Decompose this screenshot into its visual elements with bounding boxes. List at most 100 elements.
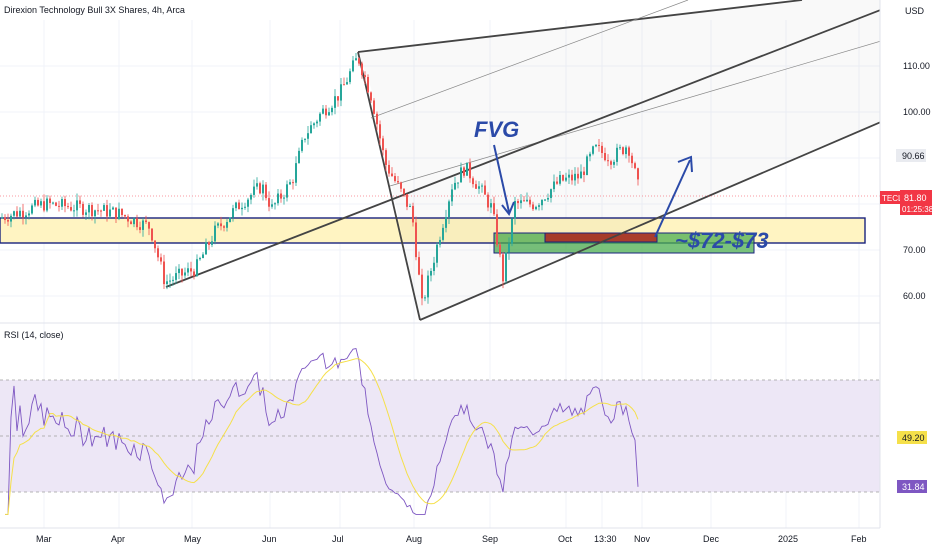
time-label: Jul xyxy=(332,534,344,544)
candle-body xyxy=(565,177,567,181)
candle-body xyxy=(529,199,531,205)
candle-body xyxy=(403,188,405,195)
rsi-value-badge xyxy=(897,480,927,493)
candle-body xyxy=(583,171,585,175)
pitchfork-tool[interactable] xyxy=(165,0,932,321)
candle-body xyxy=(433,262,435,271)
candle-body xyxy=(334,96,336,108)
candle-body xyxy=(562,174,564,181)
candle-body xyxy=(94,210,96,217)
time-label: Sep xyxy=(482,534,498,544)
candle-body xyxy=(259,183,261,194)
annotations[interactable]: FVG ~$72-$73 xyxy=(474,117,769,253)
candle-body xyxy=(373,100,375,114)
candle-body xyxy=(337,96,339,101)
target-label: ~$72-$73 xyxy=(675,228,769,253)
candle-body xyxy=(295,163,297,183)
time-label: Dec xyxy=(703,534,720,544)
candle-body xyxy=(376,113,378,125)
candle-body xyxy=(385,150,387,165)
ref-price-value: 90.66 xyxy=(902,151,925,161)
time-label: Apr xyxy=(111,534,125,544)
last-price-badge xyxy=(900,190,932,215)
candle-body xyxy=(439,239,441,245)
candle-body xyxy=(1,217,3,219)
candle-body xyxy=(511,218,513,244)
candle-body xyxy=(631,155,633,164)
time-label: Nov xyxy=(634,534,651,544)
candle-body xyxy=(247,199,249,207)
candle-body xyxy=(283,197,285,199)
candle-body xyxy=(250,194,252,200)
candle-body xyxy=(115,207,117,220)
trend-channel-line xyxy=(165,0,909,288)
candle-body xyxy=(475,184,477,189)
price-candles xyxy=(1,53,639,306)
candle-body xyxy=(97,210,99,212)
candle-body xyxy=(355,58,357,61)
candle-body xyxy=(148,222,150,229)
candle-body xyxy=(265,184,267,199)
candle-body xyxy=(64,199,66,207)
candle-body xyxy=(538,205,540,207)
candle-body xyxy=(481,185,483,187)
candle-body xyxy=(22,210,24,218)
candle-body xyxy=(484,185,486,195)
time-axis[interactable] xyxy=(0,528,880,550)
candle-body xyxy=(499,244,501,255)
candle-body xyxy=(100,210,102,212)
candle-body xyxy=(163,261,165,285)
candle-body xyxy=(520,200,522,204)
candle-body xyxy=(19,210,21,217)
candle-body xyxy=(37,199,39,206)
candle-body xyxy=(145,220,147,223)
candle-body xyxy=(553,181,555,190)
candle-body xyxy=(313,123,315,126)
candle-body xyxy=(517,201,519,204)
candle-body xyxy=(523,200,525,202)
candle-body xyxy=(49,198,51,203)
candle-body xyxy=(160,257,162,262)
candle-body xyxy=(13,211,15,216)
candle-body xyxy=(406,194,408,207)
candle-body xyxy=(301,139,303,151)
candle-body xyxy=(391,173,393,177)
candle-body xyxy=(229,217,231,223)
candle-body xyxy=(52,202,54,204)
candle-body xyxy=(79,200,81,204)
candle-body xyxy=(532,204,534,210)
candle-body xyxy=(238,202,240,210)
candle-body xyxy=(349,71,351,83)
candle-body xyxy=(616,147,618,162)
candle-body xyxy=(328,112,330,116)
candle-body xyxy=(40,201,42,206)
time-label: Mar xyxy=(36,534,52,544)
pitchfork-upper-line xyxy=(357,0,803,53)
candle-body xyxy=(574,173,576,181)
projection-arrowhead xyxy=(677,155,693,173)
candle-body xyxy=(112,207,114,210)
candle-body xyxy=(469,162,471,179)
candle-body xyxy=(244,206,246,208)
candle-body xyxy=(214,225,216,242)
candle-body xyxy=(286,184,288,198)
candle-body xyxy=(139,227,141,230)
candle-body xyxy=(478,186,480,189)
pitchfork-median xyxy=(389,25,932,187)
candle-body xyxy=(559,174,561,184)
price-axis[interactable] xyxy=(880,0,932,550)
candle-body xyxy=(61,199,63,207)
candle-body xyxy=(409,206,411,208)
time-label: 2025 xyxy=(778,534,798,544)
candle-body xyxy=(535,206,537,210)
candle-body xyxy=(358,58,360,64)
candle-body xyxy=(577,173,579,179)
fvg-arrowhead xyxy=(501,201,515,216)
candle-body xyxy=(307,133,309,139)
candle-body xyxy=(7,220,9,222)
candle-body xyxy=(367,77,369,93)
candle-body xyxy=(46,198,48,211)
candle-body xyxy=(211,241,213,245)
candle-body xyxy=(10,215,12,222)
